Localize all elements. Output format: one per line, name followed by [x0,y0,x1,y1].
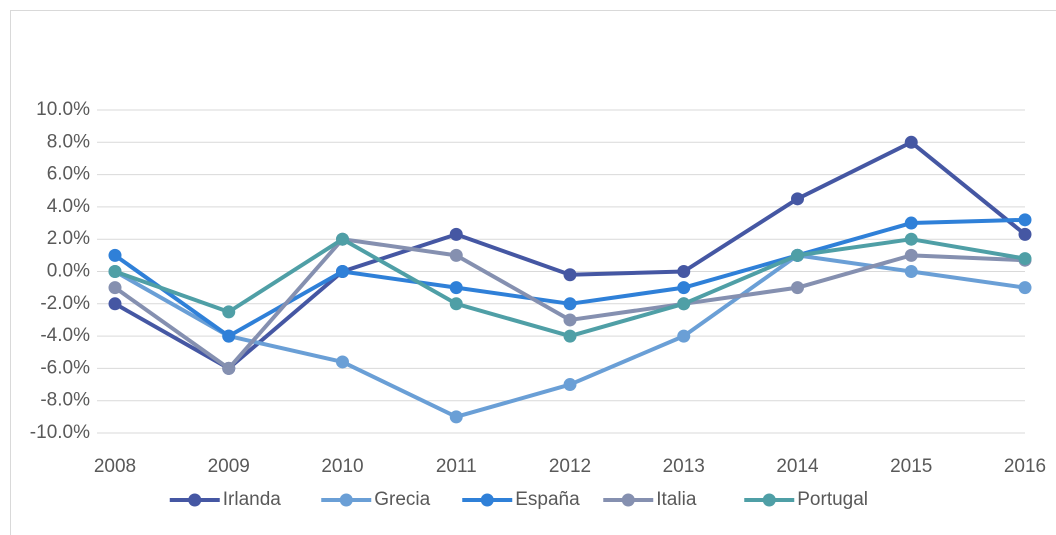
data-point [449,410,463,424]
data-point [563,297,577,311]
data-point [904,232,918,246]
y-tick-label: 4.0% [47,196,90,217]
data-point [791,192,804,206]
y-tick-label: -4.0% [40,325,90,346]
legend-marker [480,493,494,507]
data-point [791,248,804,262]
data-point [677,329,691,343]
data-point [108,281,122,295]
data-point [449,297,463,311]
x-tick-label: 2016 [1004,456,1046,477]
legend-item: Portugal [744,489,868,510]
y-tick-label: 6.0% [47,164,90,185]
data-point [563,313,577,327]
x-tick-label: 2010 [321,456,363,477]
data-point [336,355,349,369]
data-point [108,265,122,278]
data-point [222,361,236,375]
legend-item: Irlanda [169,489,282,510]
data-point [904,135,918,149]
data-point [108,297,122,311]
legend-marker [188,493,202,507]
data-point [449,281,463,295]
data-point [791,281,804,295]
data-point [563,378,577,392]
legend-label: Portugal [797,489,868,510]
y-tick-label: -2.0% [40,293,90,314]
legend-marker [621,493,635,507]
data-point [336,265,349,278]
legend-marker [762,493,776,507]
data-point [904,216,918,230]
x-tick-label: 2009 [208,456,250,477]
data-point [563,329,577,343]
y-tick-label: -6.0% [40,357,90,378]
x-tick-label: 2012 [549,456,591,477]
legend-label: Italia [656,489,697,510]
data-point [449,248,463,262]
data-point [1018,227,1032,241]
y-tick-label: -10.0% [30,422,90,443]
legend-label: Irlanda [223,489,282,510]
chart-border [10,10,1056,535]
data-point [336,232,349,246]
legend-item: España [462,489,580,510]
data-point [563,268,577,282]
x-tick-label: 2014 [776,456,819,477]
legend-item: Grecia [321,489,431,510]
legend-item: Italia [603,489,697,510]
y-tick-label: -8.0% [40,390,90,411]
y-tick-label: 8.0% [47,131,90,152]
legend-label: España [515,489,580,510]
data-point [1018,281,1032,295]
data-point [222,329,236,343]
data-point [904,248,918,262]
legend-marker [339,493,353,507]
data-point [1018,213,1032,227]
data-point [222,305,236,319]
x-tick-label: 2013 [663,456,705,477]
x-tick-label: 2011 [436,456,477,477]
data-point [677,265,691,278]
data-point [108,248,122,262]
y-tick-label: 10.0% [36,99,90,120]
data-point [677,281,691,295]
data-point [1018,252,1032,266]
data-point [904,265,918,278]
data-point [677,297,691,311]
x-tick-label: 2015 [890,456,932,477]
y-tick-label: 2.0% [47,228,90,249]
data-point [449,227,463,241]
x-tick-label: 2008 [94,456,136,477]
legend-label: Grecia [374,489,430,510]
y-tick-label: 0.0% [47,261,90,282]
